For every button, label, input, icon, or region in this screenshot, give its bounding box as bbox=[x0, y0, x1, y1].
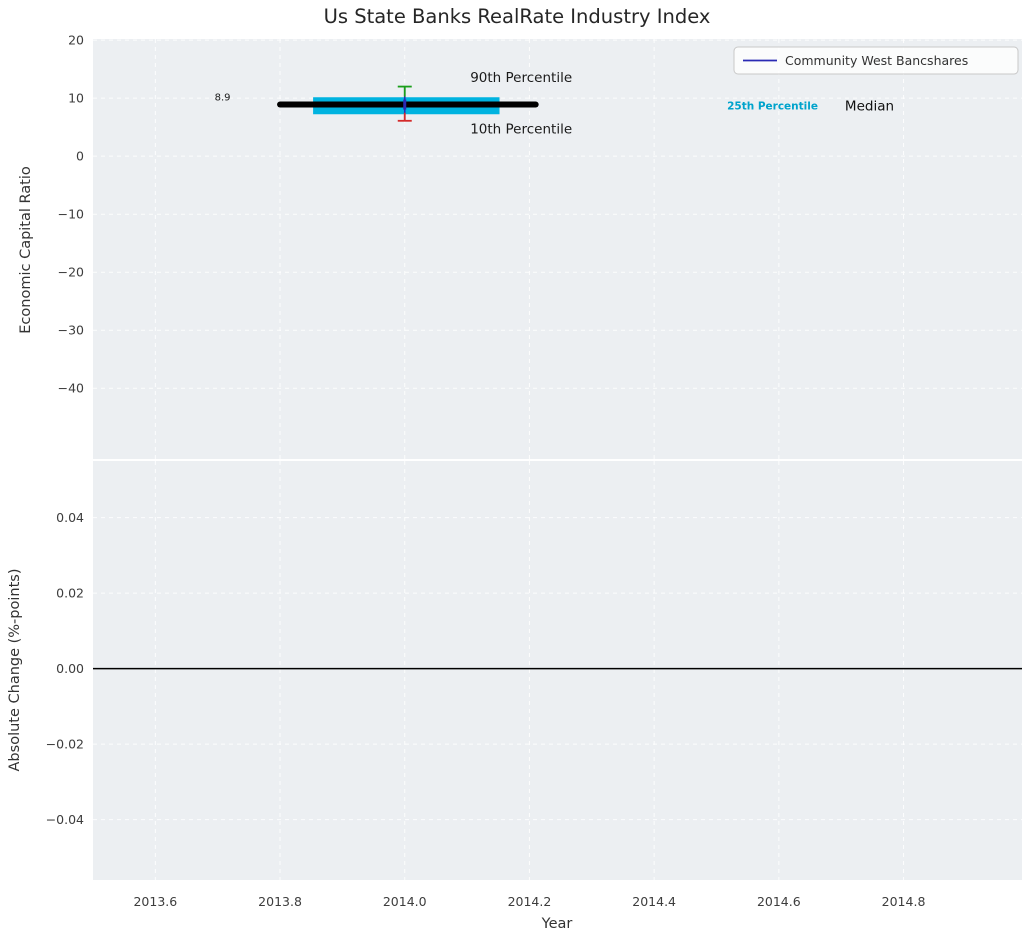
plot-background bbox=[93, 39, 1022, 459]
legend-label: Community West Bancshares bbox=[785, 53, 968, 68]
plot-background bbox=[93, 461, 1022, 880]
x-tick-label: 2014.2 bbox=[508, 894, 552, 909]
y-tick-label: 20 bbox=[68, 33, 84, 48]
bottom-y-axis-label: Absolute Change (%-points) bbox=[7, 569, 23, 772]
annotation: 8.9 bbox=[215, 93, 231, 104]
legend-box bbox=[733, 46, 1019, 75]
y-tick-label: 0 bbox=[76, 149, 84, 164]
annotation: 10th Percentile bbox=[470, 121, 572, 137]
y-tick-label: −20 bbox=[58, 265, 84, 280]
x-axis-label: Year bbox=[541, 916, 573, 932]
x-tick-label: 2014.0 bbox=[383, 894, 427, 909]
x-tick-label: 2014.8 bbox=[882, 894, 926, 909]
x-tick-label: 2014.6 bbox=[757, 894, 801, 909]
annotation: 25th Percentile bbox=[727, 100, 818, 112]
annotation: 90th Percentile bbox=[470, 70, 572, 86]
y-tick-label: 0.00 bbox=[56, 661, 84, 676]
y-tick-label: −0.02 bbox=[46, 737, 84, 752]
legend: Community West Bancshares bbox=[733, 46, 1019, 75]
y-tick-label: 0.02 bbox=[56, 586, 84, 601]
annotation: Median bbox=[845, 98, 894, 114]
y-tick-label: 0.04 bbox=[56, 510, 84, 525]
y-tick-label: −40 bbox=[58, 381, 84, 396]
y-tick-label: −0.04 bbox=[46, 812, 84, 827]
top-y-axis-label: Economic Capital Ratio bbox=[18, 166, 34, 334]
series-marker bbox=[403, 99, 407, 110]
subplot-bottom: 0.04 0.02 0.00 −0.02 −0.04 2013.6 2013.8 2014.0… bbox=[46, 461, 1022, 909]
y-tick-label: −10 bbox=[58, 207, 84, 222]
x-tick-label: 2014.4 bbox=[632, 894, 676, 909]
subplot-top: 20 10 0 −10 −20 −30 −40 90th Percentile 10th Per… bbox=[58, 33, 1022, 459]
chart-render-layer: 20 10 0 −10 −20 −30 −40 90th Percentile 10th Per… bbox=[46, 33, 1022, 909]
x-tick-label: 2013.8 bbox=[258, 894, 302, 909]
x-tick-label: 2013.6 bbox=[133, 894, 177, 909]
y-tick-label: 10 bbox=[68, 91, 84, 106]
y-tick-label: −30 bbox=[58, 323, 84, 338]
figure-title: Us State Banks RealRate Industry Index bbox=[323, 5, 711, 28]
